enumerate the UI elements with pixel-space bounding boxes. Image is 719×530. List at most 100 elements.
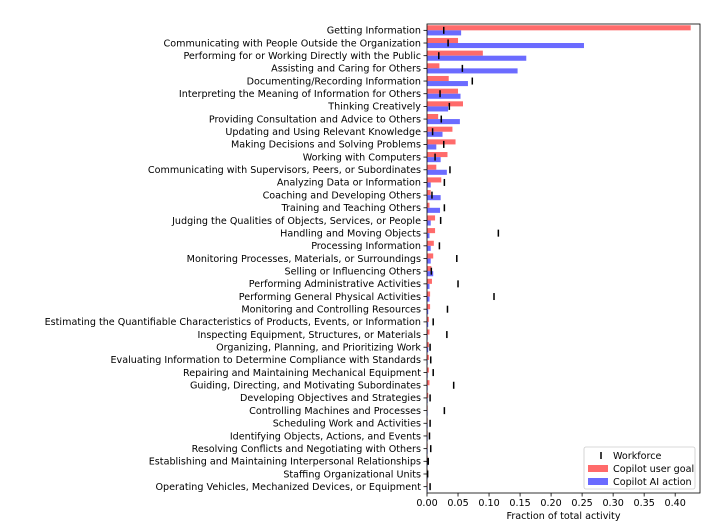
category-label: Thinking Creatively	[327, 102, 421, 113]
category-label: Handling and Moving Objects	[280, 228, 421, 239]
ai-action-bar	[427, 195, 441, 201]
x-tick-label: 0.30	[602, 498, 623, 509]
category-label: Making Decisions and Solving Problems	[231, 140, 421, 151]
user-goal-bar	[427, 88, 459, 94]
ai-action-bar	[427, 93, 461, 99]
category-label: Documenting/Recording Information	[247, 76, 421, 87]
user-goal-bar	[427, 139, 456, 145]
category-label: Monitoring and Controlling Resources	[241, 305, 421, 316]
x-tick-label: 0.10	[478, 498, 499, 509]
workforce-markers-layer	[426, 26, 500, 491]
legend: Workforce Copilot user goal Copilot AI a…	[583, 446, 696, 490]
ai-action-bar	[427, 321, 429, 327]
category-label: Identifying Objects, Actions, and Events	[230, 431, 421, 442]
ai-action-bar	[427, 169, 447, 175]
category-label: Working with Computers	[303, 152, 421, 163]
category-label: Organizing, Planning, and Prioritizing W…	[216, 343, 421, 354]
category-label: Monitoring Processes, Materials, or Surr…	[187, 254, 421, 265]
user-goal-bar	[427, 342, 429, 348]
user-goal-bar	[427, 354, 429, 360]
x-axis: 0.00 0.05 0.10 0.15 0.20 0.25 0.30 0.35 0.40	[416, 493, 686, 509]
category-label: Repairing and Maintaining Mechanical Equ…	[183, 368, 421, 379]
category-label: Assisting and Caring for Others	[271, 64, 421, 75]
category-label: Communicating with People Outside the Or…	[164, 38, 421, 49]
category-label: Staffing Organizational Units	[283, 469, 421, 480]
ai-action-bar	[427, 207, 441, 213]
legend-box	[583, 446, 696, 490]
category-label: Scheduling Work and Activities	[273, 419, 421, 430]
ai-action-bar	[427, 55, 527, 61]
user-goal-bar	[427, 215, 436, 221]
user-goal-bar	[427, 25, 691, 31]
user-goal-bar	[427, 164, 437, 170]
ai-action-bar	[427, 309, 429, 315]
category-label: Training and Teaching Others	[281, 203, 422, 214]
ai-action-bar	[427, 271, 434, 277]
legend-user-goal-swatch	[588, 465, 608, 472]
category-label: Communicating with Supervisors, Peers, o…	[148, 165, 421, 176]
legend-user-goal-label: Copilot user goal	[613, 464, 694, 475]
x-tick-label: 0.00	[416, 498, 437, 509]
user-goal-bar	[427, 63, 440, 69]
category-label: Guiding, Directing, and Motivating Subor…	[190, 381, 421, 392]
x-tick-label: 0.40	[664, 498, 685, 509]
category-label: Interpreting the Meaning of Information …	[179, 89, 421, 100]
x-tick-label: 0.25	[571, 498, 592, 509]
ai-action-bar	[427, 106, 449, 112]
user-goal-bar	[427, 152, 448, 158]
user-goal-bar	[427, 329, 430, 335]
category-label: Analyzing Data or Information	[277, 178, 421, 189]
user-goal-bar	[427, 126, 453, 132]
user-goal-bar	[427, 392, 429, 398]
category-label: Providing Consultation and Advice to Oth…	[209, 114, 421, 125]
user-goal-bar	[427, 177, 442, 183]
user-goal-bar	[427, 253, 434, 259]
ai-action-bar	[427, 258, 431, 264]
ai-action-bar	[427, 119, 460, 125]
category-label: Performing General Physical Activities	[239, 292, 421, 303]
category-label: Getting Information	[327, 26, 421, 37]
user-goal-bar	[427, 316, 429, 322]
user-goal-bar	[427, 113, 439, 120]
ai-action-bar	[427, 68, 518, 74]
category-label: Updating and Using Relevant Knowledge	[225, 127, 421, 138]
x-axis-title: Fraction of total activity	[507, 511, 621, 522]
category-label: Performing for or Working Directly with …	[183, 51, 421, 62]
user-goal-bar	[427, 304, 431, 310]
category-label: Performing Administrative Activities	[249, 279, 421, 290]
user-goal-bar	[427, 50, 483, 56]
user-goal-bar	[427, 202, 430, 208]
ai-action-bar	[427, 245, 431, 251]
x-tick-label: 0.05	[447, 498, 468, 509]
ai-action-bar	[427, 131, 443, 137]
legend-ai-action-label: Copilot AI action	[613, 477, 692, 488]
category-label: Coaching and Developing Others	[263, 190, 421, 201]
plot-frame	[426, 23, 701, 494]
category-label: Selling or Influencing Others	[285, 266, 422, 277]
x-tick-label: 0.35	[633, 498, 654, 509]
user-goal-bar	[427, 75, 449, 82]
ai-action-bar	[427, 182, 431, 188]
ai-action-bar	[427, 296, 430, 302]
category-label: Establishing and Maintaining Interperson…	[149, 457, 421, 468]
legend-ai-action-swatch	[588, 478, 608, 485]
user-goal-bar	[427, 228, 436, 234]
category-label: Inspecting Equipment, Structures, or Mat…	[197, 330, 421, 341]
x-tick-label: 0.15	[509, 498, 530, 509]
category-label: Controlling Machines and Processes	[249, 406, 421, 417]
category-label: Operating Vehicles, Mechanized Devices, …	[155, 482, 421, 493]
ai-action-bar	[427, 144, 437, 150]
ai-action-bar	[427, 81, 468, 87]
ai-action-bar	[427, 233, 430, 239]
user-goal-bar	[427, 367, 429, 373]
user-goal-bar	[427, 291, 431, 297]
category-label: Resolving Conflicts and Negotiating with…	[192, 444, 421, 455]
ai-action-bar	[427, 283, 430, 289]
user-goal-bar	[427, 101, 463, 107]
ai-action-bar	[427, 157, 441, 163]
category-label: Evaluating Information to Determine Comp…	[111, 355, 422, 366]
legend-workforce-label: Workforce	[613, 451, 662, 462]
category-label: Estimating the Quantifiable Characterist…	[45, 317, 421, 328]
